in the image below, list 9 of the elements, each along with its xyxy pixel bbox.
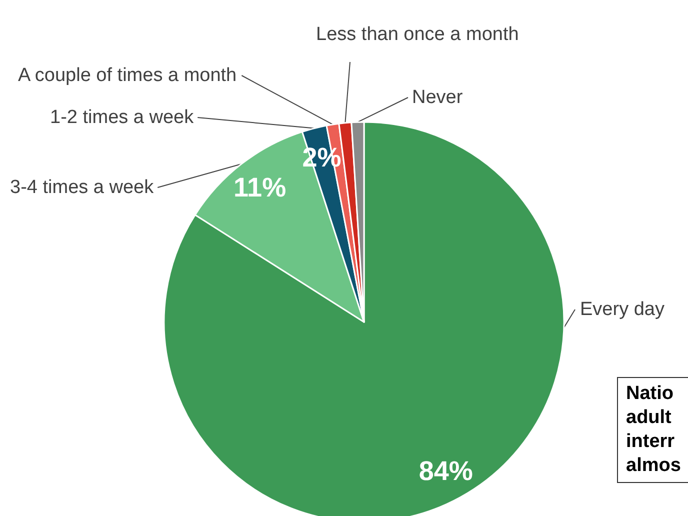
slice-label: Every day: [580, 299, 665, 320]
slice-label: Less than once a month: [316, 24, 519, 45]
data-label: 84%: [418, 456, 473, 486]
slice-label: Never: [412, 87, 464, 108]
slice-label: 1-2 times a week: [50, 107, 194, 128]
data-label: 11%: [234, 172, 286, 203]
text: Natio adult interr almos: [617, 377, 688, 483]
slice-label: A couple of times a month: [18, 65, 237, 86]
slice-label: 3-4 times a week: [10, 177, 154, 198]
